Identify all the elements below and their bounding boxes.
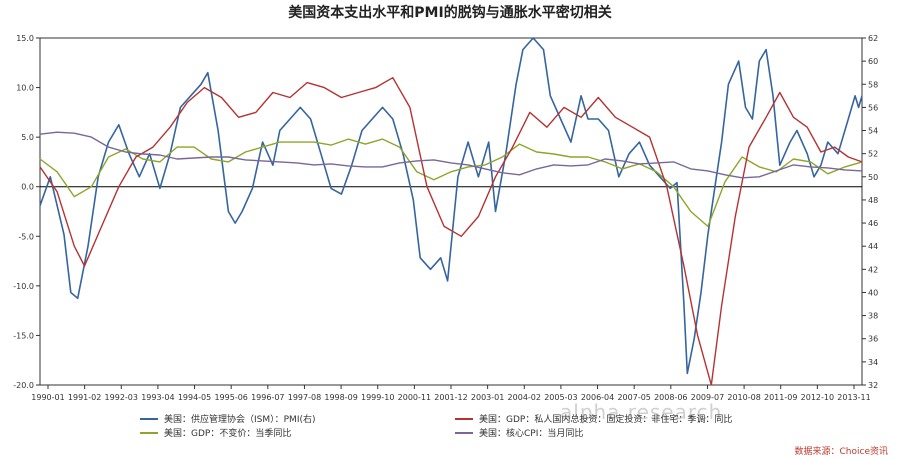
- series-line-1: [39, 138, 863, 228]
- chart-axes: -20.0 -15.0 -10.0 -5.0 0.0 5.0 10.0 15.0 32 34 36 3…: [13, 34, 878, 402]
- x-tick-label: 1999-10: [361, 393, 394, 402]
- right-tick-label: 44: [868, 242, 878, 251]
- x-tick-label: 2011-09: [764, 393, 797, 402]
- x-tick-label: 1997-08: [288, 393, 321, 402]
- x-tick-label: 1996-07: [251, 393, 284, 402]
- x-tick-label: 2012-10: [801, 393, 834, 402]
- left-tick-label: 5.0: [21, 133, 34, 142]
- right-tick-label: 60: [868, 57, 878, 66]
- left-tick-label: 0.0: [21, 183, 34, 192]
- x-tick-label: 2009-07: [691, 393, 724, 402]
- x-tick-label: 2010-08: [727, 393, 760, 402]
- chart-title: 美国资本支出水平和PMI的脱钩与通胀水平密切相关: [288, 5, 612, 21]
- series-line-2: [39, 77, 863, 386]
- x-tick-label: 1998-09: [324, 393, 357, 402]
- right-tick-label: 32: [868, 381, 878, 390]
- x-tick-label: 2003-01: [471, 393, 504, 402]
- x-tick-label: 1991-02: [68, 393, 101, 402]
- legend-item-pmi: 美国：供应管理协会（ISM）：PMI(右): [140, 412, 316, 425]
- x-tick-label: 2005-03: [544, 393, 577, 402]
- watermark-text: alpha research: [560, 400, 723, 424]
- x-tick-label: 2000-11: [398, 393, 431, 402]
- right-tick-label: 52: [868, 150, 878, 159]
- left-tick-label: -5.0: [18, 232, 34, 241]
- right-tick-label: 34: [868, 358, 878, 367]
- left-tick-label: -15.0: [13, 331, 34, 340]
- right-tick-label: 50: [868, 173, 878, 182]
- right-tick-label: 56: [868, 103, 878, 112]
- right-tick-label: 40: [868, 288, 878, 297]
- legend-label-pmi: 美国：供应管理协会（ISM）：PMI(右): [164, 415, 316, 425]
- x-tick-label: 2008-06: [654, 393, 687, 402]
- source-label: 数据来源：Choice资讯: [794, 447, 888, 457]
- right-tick-label: 58: [868, 80, 878, 89]
- right-tick-label: 48: [868, 196, 878, 205]
- right-tick-label: 42: [868, 265, 878, 274]
- right-tick-label: 62: [868, 34, 878, 43]
- legend-item-investment: 美国：GDP：私人国内总投资：固定投资：非住宅：季调：同比: [455, 412, 732, 425]
- left-tick-label: -20.0: [13, 381, 34, 390]
- legend-item-gdp: 美国：GDP：不变价：当季同比: [140, 426, 291, 439]
- left-tick-label: 15.0: [16, 34, 34, 43]
- x-tick-label: 2006-04: [581, 393, 614, 402]
- legend-label-investment: 美国：GDP：私人国内总投资：固定投资：非住宅：季调：同比: [479, 415, 733, 425]
- x-tick-label: 1992-03: [105, 393, 138, 402]
- legend-swatch-cpi: [455, 431, 473, 434]
- right-tick-label: 46: [868, 219, 878, 228]
- series-layer: [39, 37, 863, 386]
- x-tick-label: 1995-06: [214, 393, 247, 402]
- legend-label-gdp: 美国：GDP：不变价：当季同比: [164, 429, 292, 439]
- legend-swatch-investment: [455, 417, 473, 420]
- legend-label-cpi: 美国：核心CPI：当月同比: [479, 429, 584, 439]
- x-tick-label: 2007-05: [617, 393, 650, 402]
- series-line-3: [39, 131, 863, 179]
- left-tick-label: -10.0: [13, 282, 34, 291]
- x-tick-label: 1990-01: [31, 393, 64, 402]
- legend-swatch-gdp: [140, 431, 158, 434]
- left-tick-label: 10.0: [16, 84, 34, 93]
- x-tick-label: 2013-11: [837, 393, 870, 402]
- right-tick-label: 54: [868, 127, 878, 136]
- series-line-0: [39, 37, 863, 375]
- right-tick-label: 36: [868, 335, 878, 344]
- x-tick-label: 1994-05: [178, 393, 211, 402]
- x-tick-label: 1993-04: [141, 393, 174, 402]
- right-tick-label: 38: [868, 312, 878, 321]
- x-tick-label: 2004-02: [508, 393, 541, 402]
- x-tick-label: 2001-12: [434, 393, 467, 402]
- legend-swatch-pmi: [140, 417, 158, 420]
- legend-item-cpi: 美国：核心CPI：当月同比: [455, 426, 583, 439]
